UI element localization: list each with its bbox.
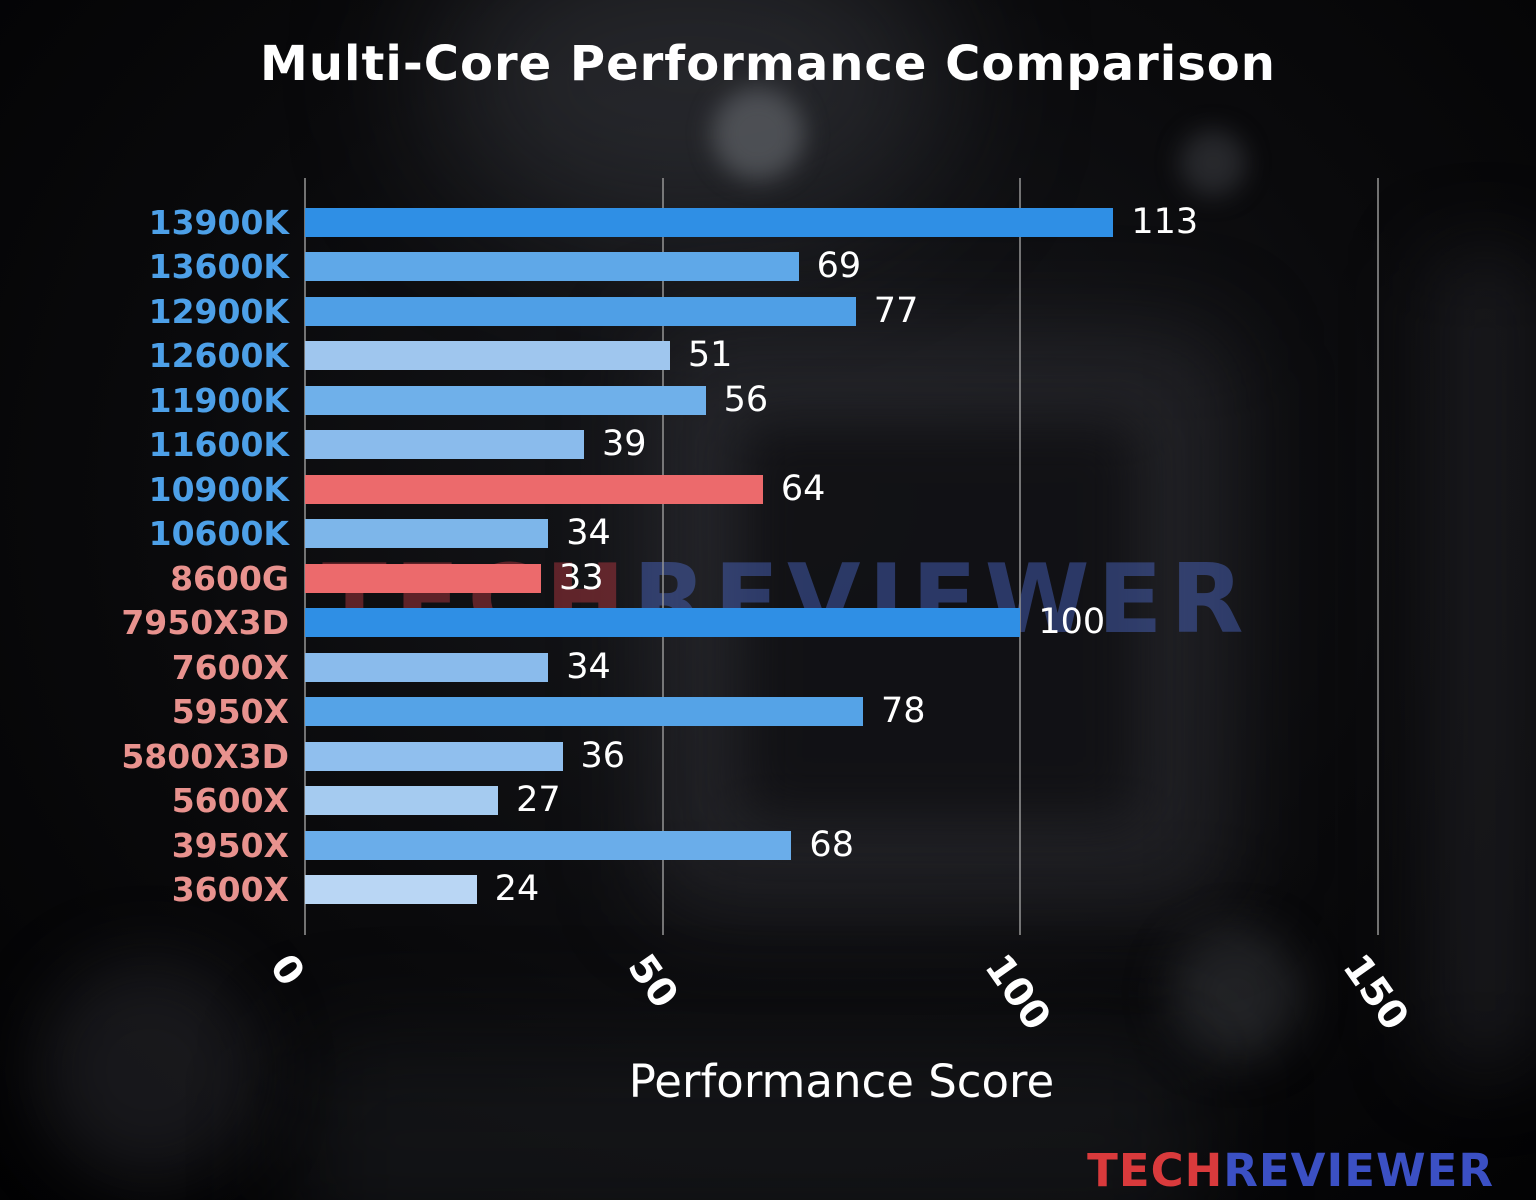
value-label: 36 — [580, 735, 626, 776]
value-label: 33 — [559, 557, 604, 598]
chart-title: Multi-Core Performance Comparison — [260, 36, 1276, 92]
x-tick-label: 50 — [618, 946, 687, 1017]
category-label: 12900K — [148, 291, 289, 331]
bar — [305, 474, 763, 504]
value-label: 69 — [816, 246, 862, 287]
background-capacitor — [712, 88, 804, 180]
bar — [305, 385, 706, 415]
category-label: 3950X — [171, 825, 289, 865]
value-label: 39 — [601, 424, 647, 465]
value-label: 34 — [566, 513, 611, 554]
value-label: 64 — [780, 468, 826, 509]
background-screw — [1170, 930, 1300, 1060]
bar-row: 7600X 34 — [172, 645, 1378, 690]
value-label: 34 — [566, 646, 611, 687]
bar-rows: 13900K 113 13600K 69 12900K 77 12600K 51 11900K 5… — [121, 200, 1378, 913]
bar — [305, 430, 584, 460]
category-label: 13600K — [148, 247, 289, 287]
bar-row: 5950X 78 — [172, 690, 1378, 735]
bar-row: 5800X3D 36 — [121, 734, 1378, 779]
x-tick-label: 0 — [260, 946, 314, 995]
gridline — [304, 178, 306, 935]
category-label: 12600K — [148, 336, 289, 376]
background-shape — [300, 1040, 1200, 1200]
bar — [305, 519, 549, 549]
value-label: 78 — [880, 691, 926, 732]
bar-row: 10600K 34 — [149, 512, 1378, 557]
background-capacitor — [1180, 130, 1246, 196]
bar — [305, 252, 799, 282]
value-label: 77 — [873, 290, 919, 331]
value-label: 51 — [687, 335, 733, 376]
bar-row: 11900K 56 — [149, 378, 1378, 423]
plot-area: 13900K 113 13600K 69 12900K 77 12600K 51 11900K 5… — [121, 178, 1379, 935]
category-label: 10900K — [148, 469, 289, 509]
brand-logo-tech: TECH — [1087, 1144, 1224, 1197]
value-label: 24 — [494, 869, 540, 910]
category-label: 7600X — [171, 647, 289, 687]
category-label: 13900K — [148, 202, 289, 242]
category-label: 10600K — [148, 514, 289, 554]
bar-row: 11600K 39 — [149, 423, 1378, 468]
category-label: 5600X — [171, 781, 289, 821]
bar-row: 3950X 68 — [172, 823, 1378, 868]
background-shape — [40, 960, 260, 1180]
gridline — [1377, 178, 1379, 935]
background-shape — [1430, 250, 1536, 1070]
bar — [305, 296, 856, 326]
x-tick-label: 100 — [975, 946, 1060, 1039]
gridline — [661, 178, 664, 935]
category-label: 7950X3D — [121, 603, 289, 643]
value-label: 27 — [516, 780, 561, 821]
brand-logo: TECHREVIEWER — [1087, 1144, 1494, 1197]
value-label: 113 — [1131, 201, 1199, 242]
bar-row: 13600K 69 — [149, 245, 1378, 290]
bar — [305, 830, 792, 860]
bar — [305, 608, 1021, 638]
bar — [305, 652, 549, 682]
value-label: 68 — [809, 824, 854, 865]
category-label: 8600G — [170, 558, 289, 598]
category-label: 5800X3D — [121, 736, 289, 776]
bar — [305, 207, 1114, 237]
value-label: 100 — [1038, 602, 1106, 643]
bar-row: 7950X3D 100 — [121, 601, 1378, 646]
category-label: 11900K — [148, 380, 289, 420]
bar-row: 3600X 24 — [172, 868, 1378, 913]
bar — [305, 697, 863, 727]
category-label: 11600K — [148, 425, 289, 465]
value-label: 56 — [723, 379, 769, 420]
gridline — [1019, 178, 1022, 935]
category-label: 3600X — [171, 870, 289, 910]
gridlines — [304, 178, 1379, 935]
bar — [305, 341, 670, 371]
x-tick-label: 150 — [1333, 946, 1418, 1039]
category-label: 5950X — [171, 692, 289, 732]
brand-logo-reviewer: REVIEWER — [1223, 1144, 1494, 1197]
x-axis-label: Performance Score — [628, 1055, 1055, 1108]
bar — [305, 875, 477, 905]
bar — [305, 786, 499, 816]
bar — [305, 741, 563, 771]
bar-row: 13900K 113 — [149, 200, 1378, 245]
bar-row: 10900K 64 — [149, 467, 1378, 512]
bar-row: 12600K 51 — [149, 334, 1378, 379]
bar-row: 8600G 33 — [170, 556, 1378, 601]
bar-row: 12900K 77 — [149, 289, 1378, 334]
bar — [305, 563, 542, 593]
bar-row: 5600X 27 — [172, 779, 1378, 824]
